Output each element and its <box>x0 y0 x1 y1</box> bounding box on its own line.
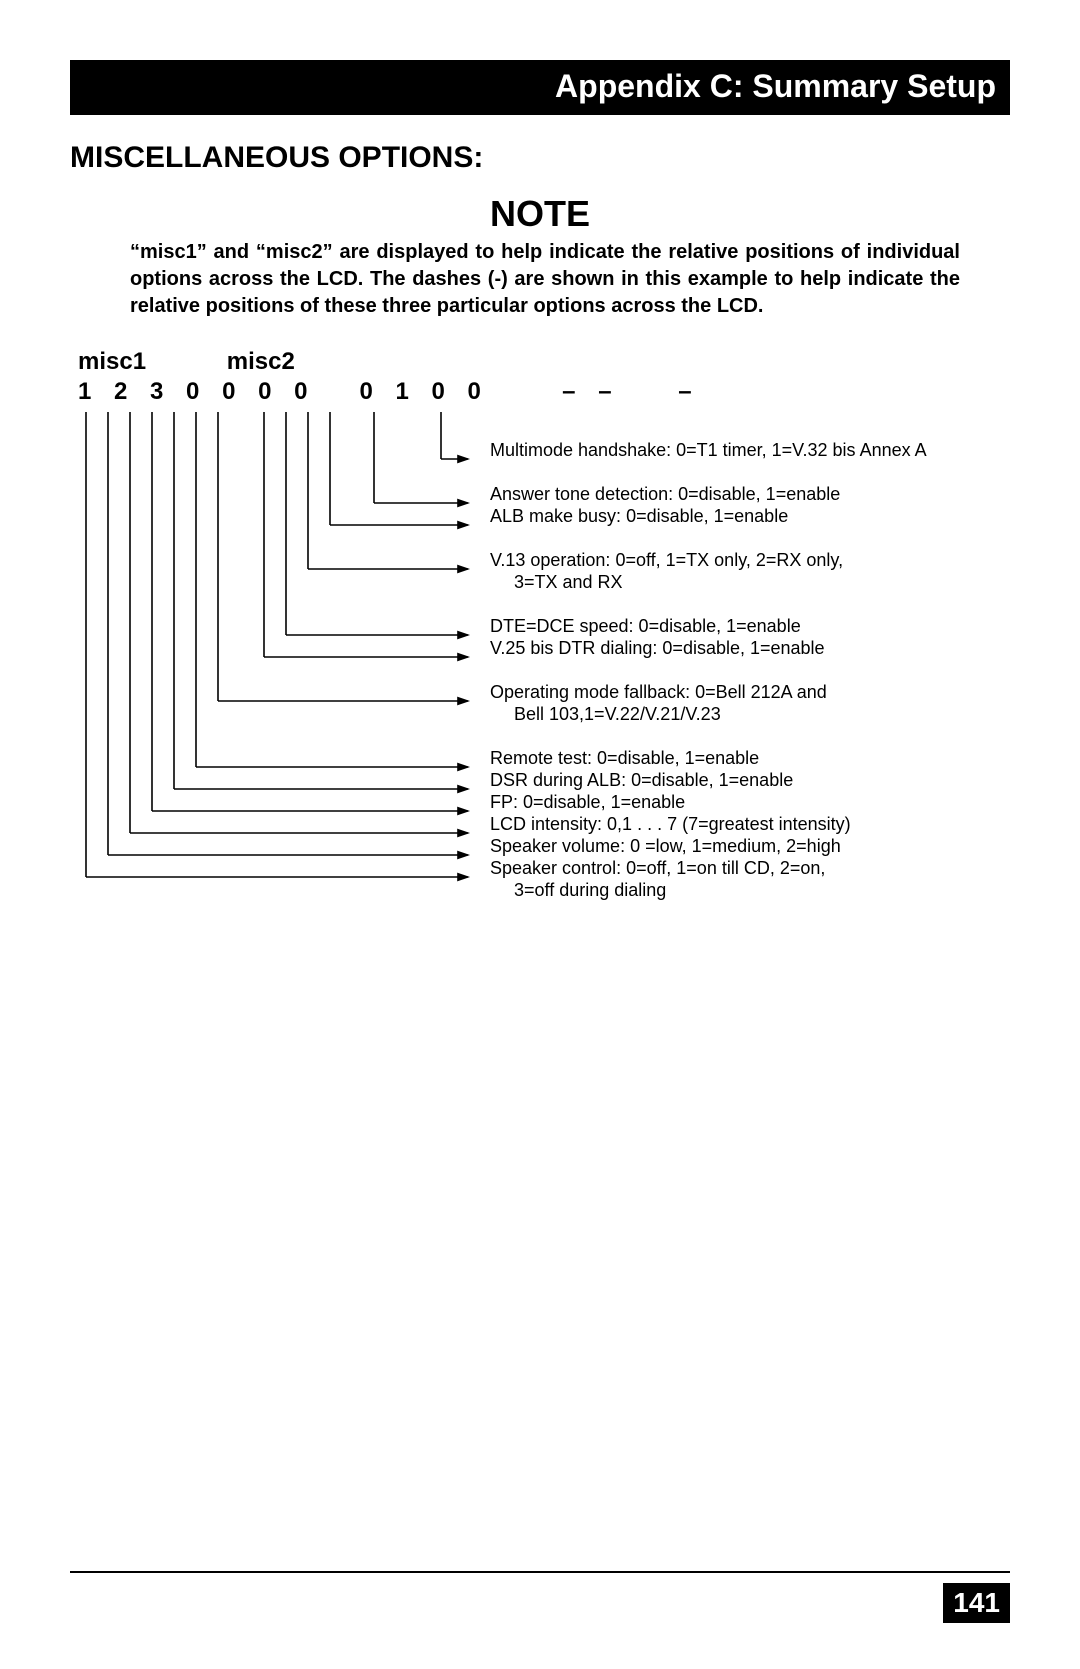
note-body: “misc1” and “misc2” are displayed to hel… <box>130 239 960 320</box>
appendix-header: Appendix C: Summary Setup <box>70 60 1010 115</box>
option-description: Answer tone detection: 0=disable, 1=enab… <box>490 484 840 505</box>
section-title: MISCELLANEOUS OPTIONS: <box>70 141 1010 175</box>
option-description: V.13 operation: 0=off, 1=TX only, 2=RX o… <box>490 550 843 571</box>
option-description-continuation: 3=TX and RX <box>514 572 623 593</box>
option-description: Remote test: 0=disable, 1=enable <box>490 748 759 769</box>
label-misc1: misc1 <box>78 348 146 376</box>
option-description: DTE=DCE speed: 0=disable, 1=enable <box>490 616 801 637</box>
note-heading: NOTE <box>70 193 1010 235</box>
page-number: 141 <box>943 1583 1010 1623</box>
footer-rule <box>70 1571 1010 1573</box>
option-description: ALB make busy: 0=disable, 1=enable <box>490 506 788 527</box>
option-description-continuation: Bell 103,1=V.22/V.21/V.23 <box>514 704 721 725</box>
option-description: Speaker volume: 0 =low, 1=medium, 2=high <box>490 836 841 857</box>
page: Appendix C: Summary Setup MISCELLANEOUS … <box>0 0 1080 1669</box>
option-description: Multimode handshake: 0=T1 timer, 1=V.32 … <box>490 440 927 461</box>
option-description: V.25 bis DTR dialing: 0=disable, 1=enabl… <box>490 638 825 659</box>
digit-group-labels: misc1 misc2 <box>78 348 1010 376</box>
option-description: LCD intensity: 0,1 . . . 7 (7=greatest i… <box>490 814 851 835</box>
option-description: FP: 0=disable, 1=enable <box>490 792 685 813</box>
option-description: Speaker control: 0=off, 1=on till CD, 2=… <box>490 858 825 879</box>
lcd-digits: 1 2 3 0 0 0 0 0 1 0 0 – – – <box>78 378 1010 406</box>
option-description-continuation: 3=off during dialing <box>514 880 666 901</box>
option-description: Operating mode fallback: 0=Bell 212A and <box>490 682 827 703</box>
option-diagram: Multimode handshake: 0=T1 timer, 1=V.32 … <box>70 412 1010 952</box>
label-misc2: misc2 <box>227 348 295 376</box>
option-description: DSR during ALB: 0=disable, 1=enable <box>490 770 793 791</box>
